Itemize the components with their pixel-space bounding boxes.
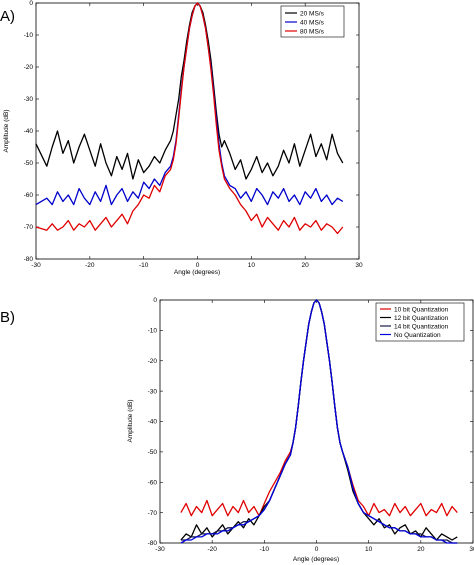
x-tick-label-b-4: 10	[365, 546, 373, 553]
x-tick-label-a-5: 20	[302, 262, 310, 269]
y-tick-label-b-1: -10	[148, 328, 158, 335]
y-tick-label-a-1: -10	[24, 32, 34, 39]
y-tick-label-b-8: -80	[148, 540, 158, 547]
y-tick-label-b-0: 0	[153, 297, 157, 304]
x-tick-label-b-3: 0	[315, 546, 319, 553]
series-line-a-2	[35, 2, 344, 235]
legend-a: 20 MS/s 40 MS/s 80 MS/s	[280, 5, 345, 38]
y-tick-label-b-2: -20	[148, 358, 158, 365]
y-tick-label-a-8: -80	[24, 256, 34, 263]
y-tick-label-a-7: -70	[24, 224, 34, 231]
x-tick-label-a-4: 10	[248, 262, 256, 269]
x-tick-label-b-2: -10	[260, 546, 270, 553]
y-tick-label-a-2: -20	[24, 64, 34, 71]
x-tick-label-a-1: -20	[85, 262, 95, 269]
y-tick-label-b-3: -30	[148, 388, 158, 395]
panel-label-b: B)	[0, 309, 15, 326]
legend-entry-a-0: 20 MS/s	[300, 11, 325, 18]
y-tick-label-a-6: -60	[24, 192, 34, 199]
legend-entry-b-1: 12 bit Quantization	[394, 315, 449, 322]
y-tick-label-b-4: -40	[148, 419, 158, 426]
plot-area-a	[35, 2, 360, 260]
y-tick-label-b-5: -50	[148, 449, 158, 456]
y-tick-label-a-4: -40	[24, 128, 34, 135]
series-group-b	[180, 299, 458, 544]
axis-ticks-a: -30 -20 -10 0 10 20 30 0 -10 -20 -30 -40 -50 -60 -70 -8…	[24, 0, 363, 269]
chart-panel-a: A) -30 -20 -10 0 10 20 30 0 -10 -20 -30 -40 -50 -60 -7…	[0, 0, 363, 276]
x-axis-label-a: Angle (degrees)	[174, 269, 220, 276]
y-tick-label-b-6: -60	[148, 479, 158, 486]
x-tick-label-a-2: -10	[139, 262, 149, 269]
y-tick-label-b-7: -70	[148, 510, 158, 517]
chart-panel-b: B) -30 -20 -10 0 10 20 30 0 -10 -20 -30 -40 -50 -60 -7…	[0, 297, 474, 563]
x-tick-label-a-6: 30	[355, 262, 363, 269]
x-tick-label-a-0: -30	[31, 262, 41, 269]
axis-ticks-b: -30 -20 -10 0 10 20 30 0 -10 -20 -30 -40 -50 -60 -70 -8…	[148, 297, 474, 553]
legend-entry-b-2: 14 bit Quantization	[394, 324, 449, 331]
x-tick-label-b-6: 30	[469, 546, 474, 553]
x-tick-label-a-3: 0	[196, 262, 200, 269]
legend-b: 10 bit Quantization 12 bit Quantization …	[375, 302, 465, 342]
y-tick-label-a-0: 0	[29, 0, 33, 7]
x-tick-label-b-1: -20	[207, 546, 217, 553]
series-line-b-3	[180, 299, 458, 544]
y-axis-label-a: Amplitude (dB)	[3, 110, 10, 153]
panel-label-a: A)	[0, 8, 15, 25]
series-group-a	[35, 2, 344, 235]
legend-entry-b-0: 10 bit Quantization	[394, 307, 449, 314]
y-axis-label-b: Amplitude (dB)	[127, 400, 134, 443]
legend-entry-b-3: No Quantization	[394, 332, 441, 339]
legend-entry-a-2: 80 MS/s	[300, 29, 325, 36]
x-tick-label-b-5: 20	[417, 546, 425, 553]
y-tick-label-a-5: -50	[24, 160, 34, 167]
y-tick-label-a-3: -30	[24, 96, 34, 103]
x-tick-label-b-0: -30	[155, 546, 165, 553]
x-axis-label-b: Angle (degrees)	[293, 556, 339, 563]
legend-entry-a-1: 40 MS/s	[300, 20, 325, 27]
